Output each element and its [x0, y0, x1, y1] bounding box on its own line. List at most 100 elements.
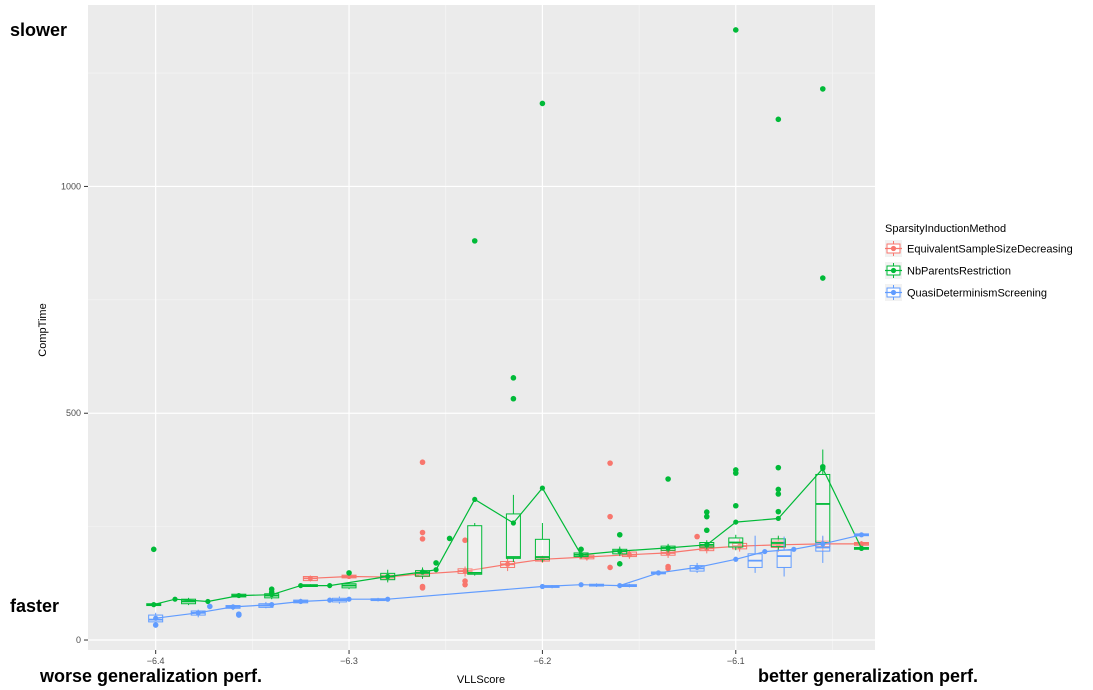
outlier-point [346, 570, 352, 576]
x-axis-title: VLLScore [457, 674, 505, 686]
outlier-point [268, 589, 275, 596]
x-tick-label: −6.4 [147, 656, 165, 666]
line-point [346, 596, 352, 602]
line-point [617, 548, 623, 554]
line-point [578, 552, 584, 558]
grid-minor [88, 5, 875, 650]
line-point [775, 515, 781, 522]
outlier-point [539, 100, 546, 107]
line-point [694, 564, 700, 571]
line-point [733, 556, 739, 562]
line-point [665, 545, 671, 551]
outlier-point [236, 612, 242, 618]
box [534, 538, 550, 560]
outlier-point [732, 27, 739, 33]
line-point [505, 561, 511, 567]
legend-label: EquivalentSampleSizeDecreasing [907, 244, 1073, 256]
legend-key: NbParentsRestriction [885, 262, 1011, 279]
line-point [733, 519, 739, 525]
line-point [327, 597, 333, 603]
outlier-point [775, 491, 782, 497]
line-point [858, 545, 865, 551]
outlier-point [819, 463, 826, 470]
series-layer [146, 27, 869, 628]
line-point [820, 541, 826, 547]
line-point [151, 602, 157, 608]
slower-annotation: slower [10, 20, 68, 40]
outlier-point [607, 460, 613, 466]
outlier-point [510, 375, 517, 381]
line-point [205, 598, 211, 605]
line-point [539, 583, 546, 590]
line-point [626, 552, 633, 558]
y-axis-title: CompTime [37, 303, 49, 356]
outlier-point [665, 476, 671, 482]
outlier-point [732, 470, 739, 476]
line-point [655, 570, 662, 576]
y-tick-label: 1000 [61, 181, 81, 191]
outlier-point [703, 527, 710, 534]
outlier-point [462, 537, 468, 544]
legend-label: QuasiDeterminismScreening [907, 288, 1047, 300]
line-point [385, 596, 391, 602]
legend-key: EquivalentSampleSizeDecreasing [885, 240, 1073, 257]
series-QuasiDeterminismScreening [148, 532, 869, 628]
line-point [385, 573, 391, 580]
line-point [762, 548, 768, 555]
outlier-point [819, 86, 826, 92]
outlier-point [578, 546, 584, 553]
line-point [858, 532, 865, 538]
line-point [298, 598, 304, 605]
box [467, 525, 483, 575]
outlier-point [775, 464, 782, 471]
legend-key: QuasiDeterminismScreening [885, 284, 1047, 301]
outlier-point [732, 502, 739, 509]
line-point [419, 569, 426, 575]
line-point [298, 582, 304, 589]
outlier-point [419, 583, 426, 590]
line-point [462, 568, 468, 574]
line-point [230, 604, 236, 610]
line-point [195, 610, 201, 616]
legend: SparsityInductionMethod EquivalentSample… [885, 223, 1073, 301]
line-point [236, 592, 242, 599]
line-point [791, 546, 797, 552]
outlier-point [207, 603, 213, 610]
outlier-point [419, 536, 426, 542]
legend-key-point [890, 289, 897, 296]
axis-ticks: −6.4 −6.3 −6.2 −6.1 0 500 1000 [61, 181, 745, 666]
outlier-point [419, 459, 426, 466]
outlier-point [703, 513, 710, 520]
outlier-point [510, 395, 517, 402]
line-point [578, 582, 584, 588]
outlier-point [616, 531, 623, 538]
outlier-point [703, 509, 710, 515]
outlier-point [819, 275, 826, 281]
outlier-point [446, 535, 453, 542]
line-point [617, 582, 623, 589]
x-tick-label: −6.3 [340, 656, 358, 666]
outlier-point [775, 486, 782, 493]
legend-label: NbParentsRestriction [907, 266, 1011, 278]
outlier-point [462, 581, 468, 588]
line-point [510, 520, 517, 526]
outlier-point [150, 546, 157, 553]
series-line [155, 534, 862, 619]
box [505, 513, 521, 559]
outlier-point [775, 116, 782, 123]
line-point [269, 602, 275, 608]
outlier-point [665, 563, 671, 570]
line-point [704, 542, 710, 548]
y-tick-label: 500 [66, 408, 81, 418]
faster-annotation: faster [10, 596, 60, 616]
outlier-point [607, 513, 613, 520]
better-generalization-annotation: better generalization perf. [758, 666, 979, 686]
legend-key-point [890, 267, 897, 274]
outlier-point [471, 238, 478, 244]
line-point [172, 596, 178, 602]
line-point [539, 485, 546, 491]
outlier-point [152, 622, 159, 628]
x-tick-label: −6.2 [534, 656, 552, 666]
line-point [327, 582, 333, 589]
